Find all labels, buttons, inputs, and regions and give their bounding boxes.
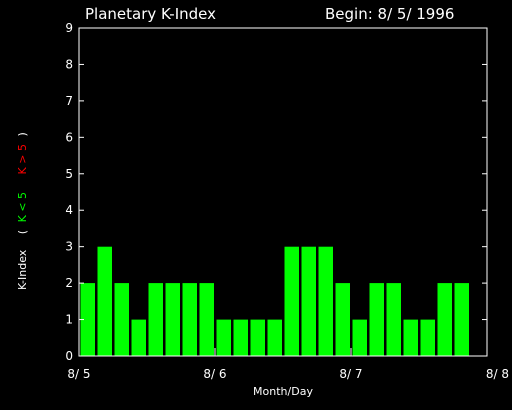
x-tick-label: 8/ 6 — [203, 367, 226, 381]
x-tick-label: 8/ 8 — [486, 367, 509, 381]
x-axis-label: Month/Day — [253, 385, 313, 398]
y-tick-label: 9 — [65, 21, 73, 35]
bar — [369, 283, 384, 356]
svg-text:K-Index ( K < 5: K-Index ( K < 5 K > 5 ) — [16, 132, 29, 290]
y-axis-label-low: K < 5 — [16, 192, 29, 222]
y-tick-label: 3 — [65, 240, 73, 254]
bar — [437, 283, 452, 356]
bar — [386, 283, 401, 356]
y-tick-label: 0 — [65, 349, 73, 363]
y-axis-label-close: ) — [16, 132, 29, 136]
x-tick-label: 8/ 7 — [339, 367, 362, 381]
bar — [250, 319, 265, 356]
bar — [80, 283, 95, 356]
y-tick-label: 5 — [65, 167, 73, 181]
bar — [114, 283, 129, 356]
y-axis-label-prefix: K-Index — [16, 249, 29, 290]
bar — [216, 319, 231, 356]
bar — [148, 283, 163, 356]
bar — [420, 319, 435, 356]
bar — [165, 283, 180, 356]
y-tick-label: 7 — [65, 94, 73, 108]
bar — [352, 319, 367, 356]
bar — [182, 283, 197, 356]
bar — [131, 319, 146, 356]
y-tick-label: 8 — [65, 57, 73, 71]
axes — [78, 27, 488, 357]
bar — [318, 246, 333, 356]
y-axis-label-high: K > 5 — [16, 144, 29, 174]
plot-frame — [78, 27, 488, 357]
bar — [301, 246, 316, 356]
bar — [97, 246, 112, 356]
y-tick-label: 6 — [65, 130, 73, 144]
y-axis-label: K-Index ( K < 5 K > 5 ) — [16, 132, 29, 290]
chart-title: Planetary K-Index — [85, 5, 216, 23]
begin-date-label: Begin: 8/ 5/ 1996 — [325, 5, 454, 23]
y-axis-label-open: ( — [16, 230, 29, 234]
bars — [80, 246, 469, 356]
bar — [454, 283, 469, 356]
x-tick-label: 8/ 5 — [67, 367, 90, 381]
bar — [403, 319, 418, 356]
bar — [284, 246, 299, 356]
bar — [199, 283, 214, 356]
y-tick-label: 1 — [65, 313, 73, 327]
y-tick-label: 4 — [65, 203, 73, 217]
y-tick-label: 2 — [65, 276, 73, 290]
y-ticks: 0 1 2 3 4 5 6 7 8 9 — [65, 21, 487, 363]
x-ticks: 8/ 5 8/ 6 8/ 7 8/ 8 — [67, 348, 509, 381]
bar — [233, 319, 248, 356]
bar — [335, 283, 350, 356]
bar — [267, 319, 282, 356]
